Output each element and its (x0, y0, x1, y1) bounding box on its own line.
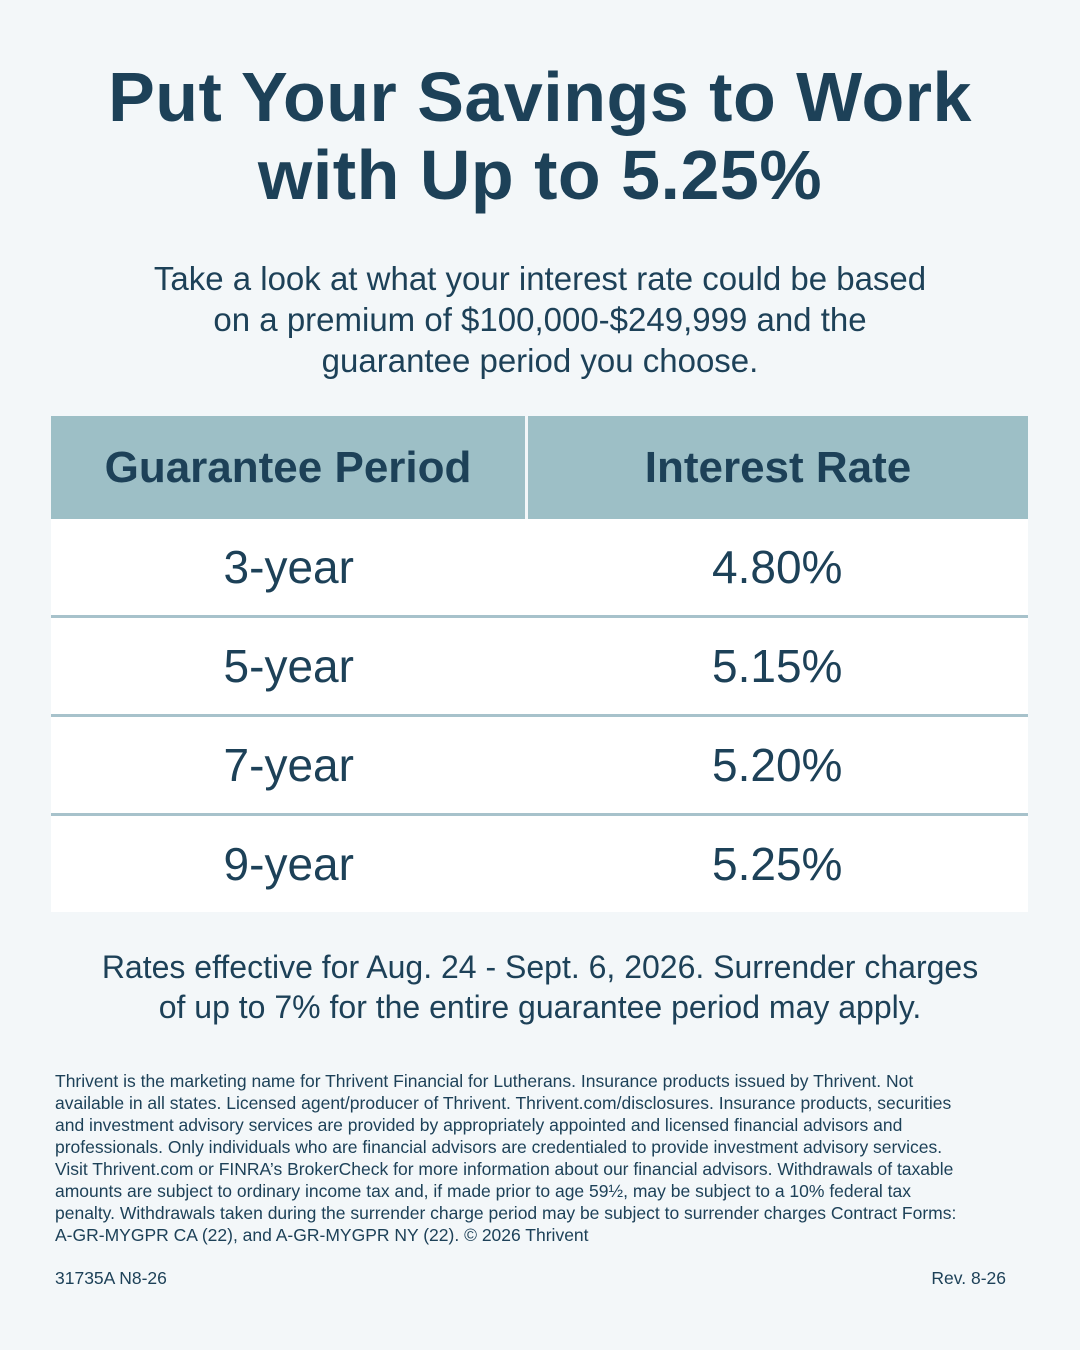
disclosure-line: amounts are subject to ordinary income t… (55, 1181, 912, 1201)
table-row: 9-year 5.25% (51, 814, 1028, 912)
disclosure-line: professionals. Only individuals who are … (55, 1137, 943, 1157)
rate-table: Guarantee Period Interest Rate 3-year 4.… (51, 416, 1028, 912)
rate-table-body: 3-year 4.80% 5-year 5.15% 7-year 5.20% 9… (51, 519, 1028, 912)
disclosure-line: Thrivent is the marketing name for Thriv… (55, 1071, 914, 1091)
intro-line: Take a look at what your interest rate c… (153, 260, 927, 297)
interest-rate-cell: 5.25% (526, 814, 1028, 912)
table-row: 3-year 4.80% (51, 519, 1028, 618)
intro-line: on a premium of $100,000-$249,999 and th… (213, 301, 867, 338)
disclosure-line: penalty. Withdrawals taken during the su… (55, 1203, 957, 1223)
column-header-guarantee-period: Guarantee Period (51, 416, 528, 519)
rates-note-line: of up to 7% for the entire guarantee per… (158, 989, 922, 1025)
form-code: 31735A N8-26 (55, 1268, 167, 1288)
guarantee-period-cell: 7-year (51, 715, 527, 816)
headline-line: with Up to 5.25% (257, 136, 823, 214)
disclosure-line: A-GR-MYGPR CA (22), and A-GR-MYGPR NY (2… (55, 1225, 589, 1245)
table-header-row: Guarantee Period Interest Rate (51, 416, 1028, 519)
intro-line: guarantee period you choose. (321, 342, 759, 379)
rates-effective-note: Rates effective for Aug. 24 - Sept. 6, 2… (40, 947, 1040, 1027)
headline-line: Put Your Savings to Work (108, 58, 972, 136)
rates-note-line: Rates effective for Aug. 24 - Sept. 6, 2… (101, 949, 979, 985)
headline: Put Your Savings to Work with Up to 5.25… (40, 58, 1040, 214)
disclosure-line: and investment advisory services are pro… (55, 1115, 903, 1135)
interest-rate-cell: 4.80% (526, 519, 1028, 618)
guarantee-period-cell: 9-year (51, 814, 527, 912)
guarantee-period-cell: 3-year (51, 519, 527, 618)
disclosure-line: available in all states. Licensed agent/… (55, 1093, 952, 1113)
table-row: 5-year 5.15% (51, 616, 1028, 717)
interest-rate-cell: 5.20% (526, 715, 1028, 816)
interest-rate-cell: 5.15% (526, 616, 1028, 717)
revision-date: Rev. 8-26 (931, 1268, 1006, 1288)
table-row: 7-year 5.20% (51, 715, 1028, 816)
column-header-interest-rate: Interest Rate (526, 416, 1028, 519)
disclosure-line: Visit Thrivent.com or FINRA’s BrokerChec… (55, 1159, 954, 1179)
legal-disclosure: Thrivent is the marketing name for Thriv… (55, 1070, 1030, 1246)
guarantee-period-cell: 5-year (51, 616, 527, 717)
rate-table-header: Guarantee Period Interest Rate (51, 416, 1028, 519)
intro-text: Take a look at what your interest rate c… (90, 258, 990, 381)
